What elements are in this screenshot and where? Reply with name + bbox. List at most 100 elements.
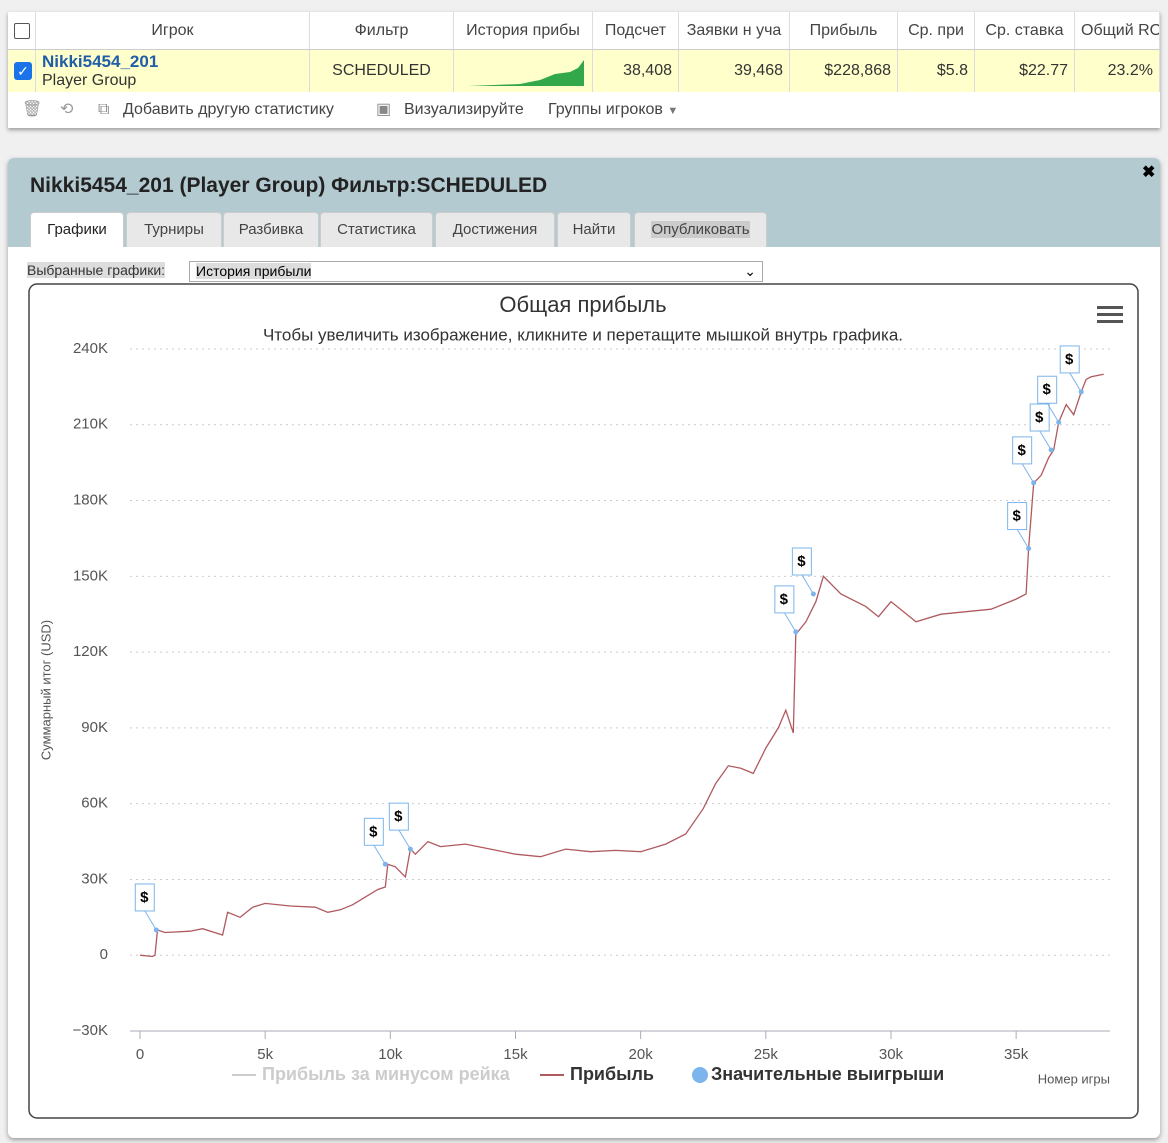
- tab[interactable]: Найти: [557, 212, 631, 247]
- col-header[interactable]: Прибыль: [790, 12, 898, 50]
- big-win-point: [793, 629, 799, 635]
- tab[interactable]: Разбивка: [223, 212, 319, 247]
- y-tick-label: 0: [100, 946, 108, 963]
- tab[interactable]: Турниры: [126, 212, 222, 247]
- x-tick-label: 25k: [754, 1046, 779, 1063]
- col-header[interactable]: Ср. ставка: [975, 12, 1075, 50]
- x-tick-label: 0: [136, 1046, 144, 1063]
- flag-label: $: [1017, 442, 1026, 459]
- delete-icon[interactable]: 🗑: [22, 101, 43, 118]
- profit-line: [139, 373, 1104, 958]
- flag-box: [363, 817, 384, 846]
- big-win-point: [1048, 447, 1054, 453]
- y-tick-label: 180K: [73, 492, 108, 509]
- col-header[interactable]: Игрок: [36, 12, 310, 50]
- flag-label: $: [140, 889, 149, 906]
- x-tick-label: 20k: [629, 1046, 654, 1063]
- flag-box: [1037, 375, 1058, 404]
- add-stat-button[interactable]: Добавить другую статистику: [123, 101, 334, 118]
- chart-select[interactable]: История прибыли ⌄: [189, 261, 763, 282]
- row-checkbox[interactable]: ✓: [8, 50, 36, 92]
- col-header[interactable]: История прибы: [454, 12, 593, 50]
- tab[interactable]: Статистика: [320, 212, 433, 247]
- legend-label[interactable]: Значительные выигрыши: [711, 1064, 944, 1084]
- big-win-point: [153, 927, 159, 933]
- sparkline: [468, 60, 584, 86]
- big-win-point: [1031, 480, 1037, 486]
- col-header[interactable]: Подсчет: [593, 12, 679, 50]
- x-tick-label: 10k: [378, 1046, 403, 1063]
- flag-connector: [143, 909, 157, 931]
- player-link[interactable]: Nikki5454_201: [42, 52, 159, 71]
- flag-connector: [1021, 462, 1035, 484]
- big-win-point: [1026, 546, 1032, 552]
- flag-box: [1012, 436, 1033, 465]
- player-group: Player Group: [42, 72, 137, 89]
- groups-label: Группы игроков: [548, 101, 663, 118]
- close-button[interactable]: ✖: [1142, 164, 1156, 181]
- flag-box: [1059, 345, 1080, 374]
- col-header[interactable]: Фильтр: [310, 12, 454, 50]
- y-tick-label: 240K: [73, 340, 108, 357]
- tab[interactable]: Опубликовать: [634, 212, 767, 247]
- x-tick-label: 35k: [1004, 1046, 1029, 1063]
- groups-button[interactable]: Группы игроков ▼: [548, 101, 679, 118]
- flag-box: [774, 585, 795, 614]
- visualize-icon[interactable]: ▣: [376, 101, 392, 118]
- y-axis-title: Суммарный итог (USD): [38, 620, 53, 760]
- x-tick-label: 5k: [257, 1046, 273, 1063]
- col-header[interactable]: Ср. при: [898, 12, 975, 50]
- flag-label: $: [394, 808, 403, 825]
- chart-frame: [28, 283, 1139, 1119]
- flag-label: $: [1043, 381, 1052, 398]
- x-tick-label: 30k: [879, 1046, 904, 1063]
- stats-table: Игрок Фильтр История прибы Подсчет Заявк…: [8, 12, 1160, 128]
- flag-connector: [397, 828, 411, 850]
- y-tick-label: 210K: [73, 416, 108, 433]
- big-win-point: [810, 591, 816, 597]
- col-header[interactable]: Заявки н уча: [679, 12, 790, 50]
- flag-connector: [1046, 401, 1060, 423]
- flag-label: $: [369, 823, 378, 840]
- tab[interactable]: Графики: [30, 212, 124, 247]
- flag-connector: [800, 573, 814, 595]
- y-tick-label: 30K: [81, 870, 108, 887]
- flag-label: $: [1065, 351, 1074, 368]
- flag-box: [388, 802, 409, 831]
- tab-label: Опубликовать: [651, 221, 750, 238]
- y-tick-label: 120K: [73, 643, 108, 660]
- flag-box: [791, 547, 812, 576]
- filter-cell: SCHEDULED: [310, 50, 454, 92]
- flag-label: $: [780, 591, 789, 608]
- header-checkbox[interactable]: [8, 12, 36, 50]
- flag-connector: [372, 844, 386, 865]
- legend-label[interactable]: Прибыль: [570, 1064, 654, 1084]
- col-header[interactable]: Общий RO: [1075, 12, 1160, 50]
- legend-symbol: [692, 1067, 708, 1083]
- flag-label: $: [1035, 409, 1044, 426]
- flag-connector: [1016, 528, 1030, 549]
- profit-cell: $228,868: [790, 50, 898, 92]
- flag-box: [1029, 403, 1050, 432]
- flag-box: [134, 883, 155, 912]
- y-tick-label: 60K: [81, 795, 108, 812]
- refresh-icon[interactable]: ⟲: [60, 101, 74, 118]
- avg-stake-cell: $22.77: [975, 50, 1075, 92]
- chart-subtitle: Чтобы увеличить изображение, кликните и …: [263, 325, 903, 344]
- select-value: История прибыли: [196, 263, 312, 279]
- legend-label[interactable]: Прибыль за минусом рейка: [262, 1064, 511, 1084]
- x-axis-title: Номер игры: [1038, 1071, 1110, 1086]
- add-icon[interactable]: ⧉: [98, 101, 110, 118]
- menu-button[interactable]: [1097, 306, 1123, 323]
- visualize-button[interactable]: Визуализируйте: [404, 101, 524, 118]
- y-tick-label: 150K: [73, 567, 108, 584]
- big-win-point: [407, 846, 413, 852]
- flag-connector: [1038, 429, 1052, 451]
- flag-connector: [1068, 371, 1082, 393]
- avg-profit-cell: $5.8: [898, 50, 975, 92]
- chart: Общая прибыль Чтобы увеличить изображени…: [28, 283, 1139, 1119]
- select-label: Выбранные графики:: [27, 262, 166, 278]
- y-tick-label: 90K: [81, 719, 108, 736]
- tab[interactable]: Достижения: [435, 212, 555, 247]
